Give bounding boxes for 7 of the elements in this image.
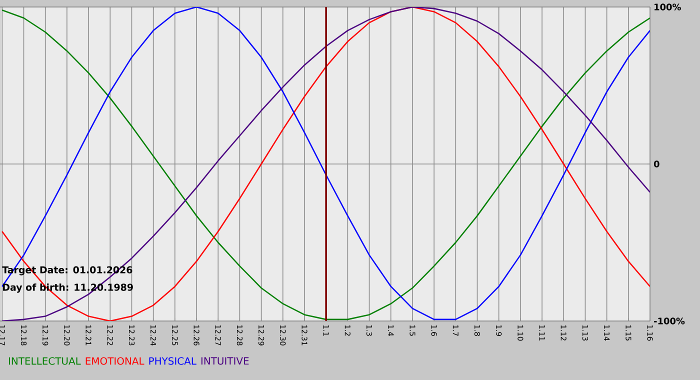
y-tick-label: 100% — [654, 4, 681, 10]
y-tick-label: -100% — [654, 318, 685, 324]
text: INTUITIVE — [201, 357, 249, 365]
y-tick-label: 0 — [654, 160, 660, 168]
text: INTELLECTUAL — [8, 357, 81, 365]
text: EMOTIONAL — [86, 357, 144, 365]
text: PHYSICAL — [149, 357, 196, 365]
